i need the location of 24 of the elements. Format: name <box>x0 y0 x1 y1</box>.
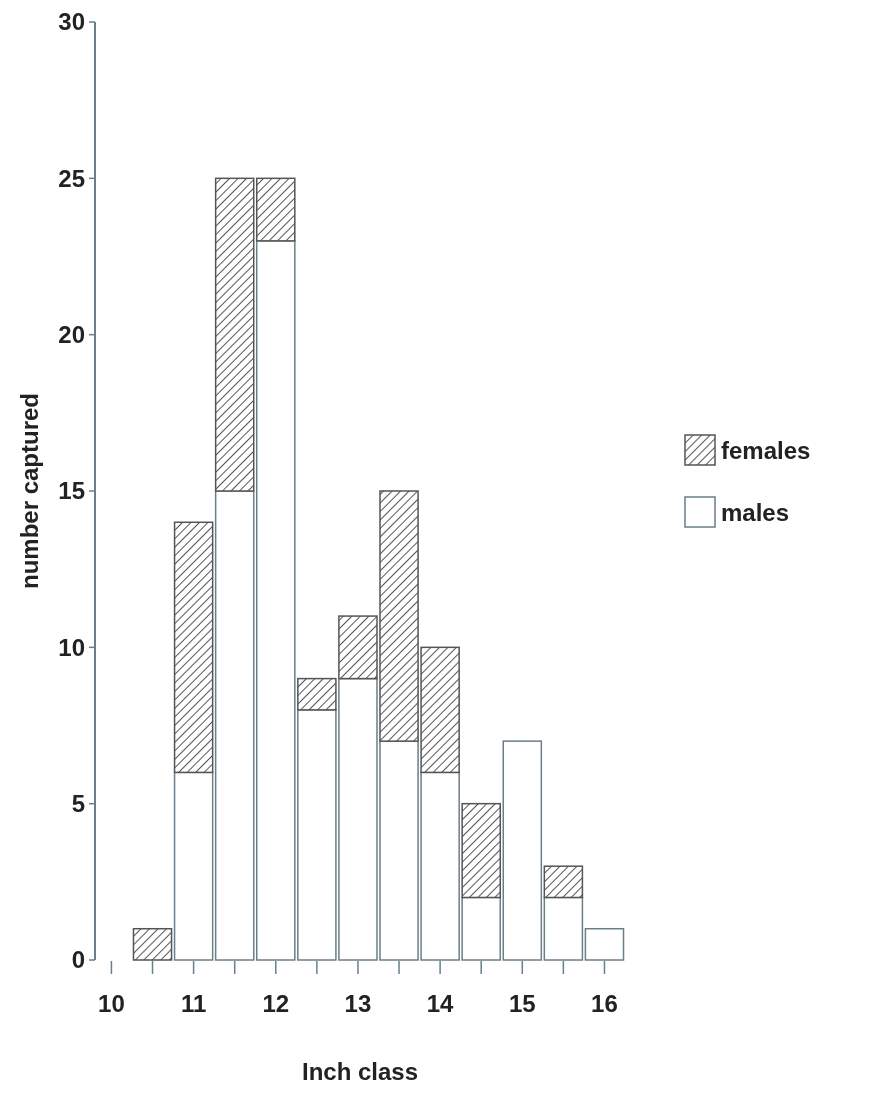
legend-label: females <box>721 437 811 465</box>
x-tick-label: 10 <box>98 990 125 1017</box>
bar <box>132 927 173 961</box>
bar <box>214 177 255 492</box>
x-tick-label: 12 <box>262 990 290 1017</box>
y-tick-label: 20 <box>58 321 85 349</box>
legend-label: males <box>721 499 790 527</box>
y-tick-label: 25 <box>58 164 85 192</box>
bar <box>255 177 296 242</box>
x-tick-label: 11 <box>180 990 207 1017</box>
x-tick-label: 16 <box>591 990 618 1017</box>
x-tick-label: 13 <box>344 990 372 1017</box>
x-tick-label: 14 <box>426 990 455 1017</box>
bar <box>543 865 584 899</box>
y-tick-label: 15 <box>58 477 85 505</box>
x-tick-label: 15 <box>508 990 536 1017</box>
y-tick-label: 5 <box>71 790 85 818</box>
x-axis-title: Inch class <box>301 1058 419 1085</box>
bar <box>461 802 501 899</box>
y-axis-title: number captured <box>16 392 43 590</box>
bar <box>173 521 214 774</box>
y-tick-label: 10 <box>58 633 85 661</box>
y-tick-label: 0 <box>71 946 85 974</box>
y-tick-label: 30 <box>58 8 85 36</box>
